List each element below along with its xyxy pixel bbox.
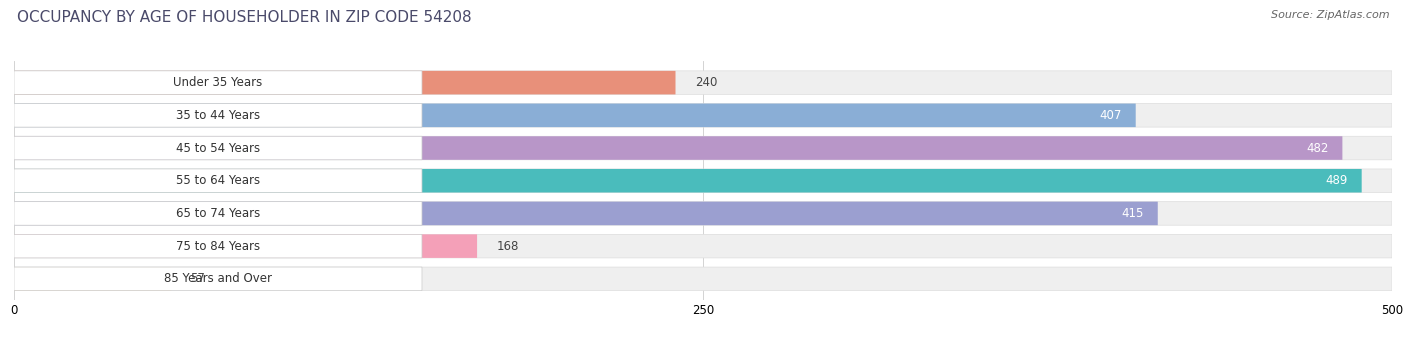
Text: 407: 407 [1099,109,1122,122]
Text: Under 35 Years: Under 35 Years [173,76,263,89]
Text: 45 to 54 Years: 45 to 54 Years [176,142,260,154]
Text: 489: 489 [1326,174,1348,187]
FancyBboxPatch shape [14,169,422,193]
FancyBboxPatch shape [14,136,1343,160]
Text: 415: 415 [1122,207,1144,220]
Text: 35 to 44 Years: 35 to 44 Years [176,109,260,122]
Text: 55 to 64 Years: 55 to 64 Years [176,174,260,187]
FancyBboxPatch shape [14,202,422,225]
Text: Source: ZipAtlas.com: Source: ZipAtlas.com [1271,10,1389,20]
FancyBboxPatch shape [14,71,675,94]
FancyBboxPatch shape [14,267,422,291]
FancyBboxPatch shape [14,71,422,94]
Text: 482: 482 [1306,142,1329,154]
FancyBboxPatch shape [14,202,1392,225]
Text: 57: 57 [190,272,205,285]
FancyBboxPatch shape [14,267,1392,291]
FancyBboxPatch shape [14,169,1361,193]
Text: 168: 168 [496,240,519,253]
FancyBboxPatch shape [14,71,1392,94]
FancyBboxPatch shape [14,136,1392,160]
FancyBboxPatch shape [14,234,422,258]
Text: 240: 240 [695,76,717,89]
Text: 85 Years and Over: 85 Years and Over [165,272,271,285]
Text: OCCUPANCY BY AGE OF HOUSEHOLDER IN ZIP CODE 54208: OCCUPANCY BY AGE OF HOUSEHOLDER IN ZIP C… [17,10,471,25]
FancyBboxPatch shape [14,104,1392,127]
FancyBboxPatch shape [14,104,422,127]
FancyBboxPatch shape [14,234,477,258]
FancyBboxPatch shape [14,104,1136,127]
FancyBboxPatch shape [14,136,422,160]
FancyBboxPatch shape [14,234,1392,258]
FancyBboxPatch shape [14,267,172,291]
Text: 65 to 74 Years: 65 to 74 Years [176,207,260,220]
Text: 75 to 84 Years: 75 to 84 Years [176,240,260,253]
FancyBboxPatch shape [14,202,1157,225]
FancyBboxPatch shape [14,169,1392,193]
